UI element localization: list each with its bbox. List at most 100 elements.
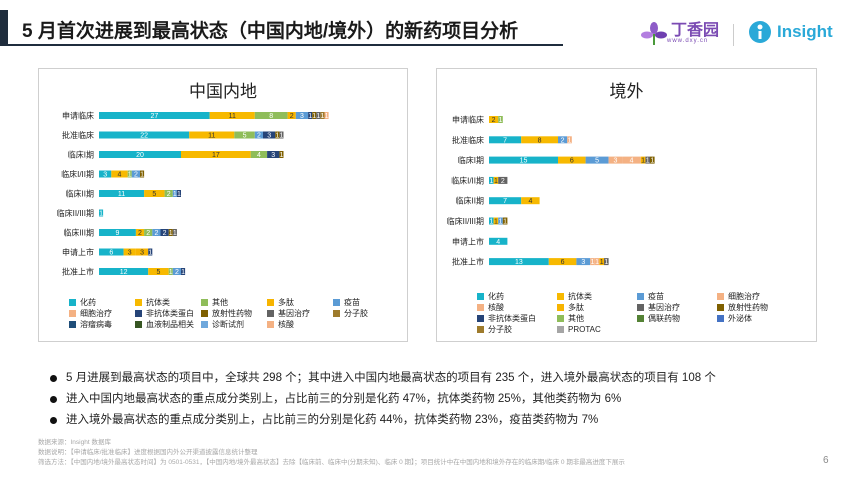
data-label: 11 <box>208 133 215 140</box>
data-label: 8 <box>269 113 273 120</box>
legend-swatch <box>557 326 564 333</box>
category-label: 临床II/III期 <box>447 216 484 226</box>
legend-swatch <box>477 304 484 311</box>
legend-label: 偶联药物 <box>648 313 680 323</box>
legend-label: 疫苗 <box>344 297 360 307</box>
legend-label: 多肽 <box>278 297 294 307</box>
data-label: 1 <box>177 191 181 198</box>
legend-swatch <box>333 310 340 317</box>
data-label: 4 <box>496 239 500 246</box>
legend-label: 放射性药物 <box>728 302 768 312</box>
data-label: 1 <box>128 172 132 179</box>
data-label: 4 <box>630 158 634 165</box>
data-label: 1 <box>591 259 595 266</box>
legend-swatch <box>333 299 340 306</box>
category-label: 批准临床 <box>452 135 484 145</box>
legend-swatch <box>201 310 208 317</box>
legend-swatch <box>557 315 564 322</box>
data-label: 3 <box>140 250 144 257</box>
data-label: 1 <box>503 219 507 226</box>
legend-swatch <box>135 299 142 306</box>
dxy-name: 丁香园 <box>671 24 719 38</box>
data-label: 1 <box>646 158 650 165</box>
legend-swatch <box>557 304 564 311</box>
category-label: 临床II期 <box>456 196 484 206</box>
data-label: 1 <box>600 259 604 266</box>
data-label: 2 <box>146 230 150 237</box>
data-label: 3 <box>267 133 271 140</box>
title-accent <box>0 10 8 44</box>
data-label: 1 <box>494 178 498 185</box>
data-label: 2 <box>163 230 167 237</box>
data-label: 2 <box>134 172 138 179</box>
data-label: 1 <box>641 158 645 165</box>
legend-swatch <box>637 315 644 322</box>
legend-swatch <box>557 293 564 300</box>
data-label: 3 <box>581 259 585 266</box>
data-label: 1 <box>173 230 177 237</box>
data-label: 5 <box>595 158 599 165</box>
legend-label: 放射性药物 <box>212 308 252 318</box>
data-label: 1 <box>279 133 283 140</box>
legend-swatch <box>717 304 724 311</box>
category-label: 申请临床 <box>62 111 94 121</box>
category-label: 申请上市 <box>62 247 94 257</box>
legend-swatch <box>477 293 484 300</box>
bullet-item: 进入中国内地最高状态的重点成分类别上，占比前三的分别是化药 47%，抗体类药物 … <box>50 389 716 410</box>
data-label: 2 <box>501 178 505 185</box>
legend-label: 抗体类 <box>146 297 170 307</box>
data-label: 1 <box>148 250 152 257</box>
legend-label: PROTAC <box>568 325 601 334</box>
china-panel: 中国内地 申请临床 27 11 8 2 3 1 1 1 1 1 批准临床 22 11 5 2 3 1 1 临床I期 20… <box>38 68 408 342</box>
page-title: 5 月首次进展到最高状态（中国内地/境外）的新药项目分析 <box>22 16 518 43</box>
legend-label: 核酸 <box>278 319 294 329</box>
legend-swatch <box>267 310 274 317</box>
data-label: 3 <box>300 113 304 120</box>
data-label: 1 <box>499 219 503 226</box>
data-label: 1 <box>568 137 572 144</box>
data-label: 7 <box>503 198 507 205</box>
summary-bullets: 5 月进展到最高状态的项目中，全球共 298 个；其中进入中国内地最高状态的项目… <box>50 368 716 431</box>
data-label: 2 <box>492 117 496 124</box>
category-label: 临床II期 <box>66 189 94 199</box>
data-label: 27 <box>150 113 158 120</box>
footnote-note: 数据说明：【申请临床/批准临床】进度根据国内外公开渠道披露信息统计整理 <box>38 446 258 456</box>
legend-label: 细胞治疗 <box>728 291 760 301</box>
category-label: 批准临床 <box>62 130 94 140</box>
legend-swatch <box>135 321 142 328</box>
dxy-flower-icon <box>641 22 667 46</box>
data-label: 3 <box>128 250 132 257</box>
legend-label: 抗体类 <box>568 291 592 301</box>
legend-label: 化药 <box>80 297 96 307</box>
category-label: 临床I期 <box>458 155 484 165</box>
legend-label: 分子胶 <box>344 308 368 318</box>
page-number: 6 <box>823 455 829 466</box>
insight-logo-icon <box>748 20 772 44</box>
category-label: 批准上市 <box>452 257 484 267</box>
data-label: 1 <box>489 178 493 185</box>
data-label: 1 <box>279 152 283 159</box>
category-label: 批准上市 <box>62 267 94 277</box>
legend-label: 细胞治疗 <box>80 308 112 318</box>
legend-label: 分子胶 <box>488 324 512 334</box>
category-label: 申请临床 <box>452 115 484 125</box>
overseas-panel: 境外 申请临床 2 1 批准临床 7 8 2 1 临床I期 15 6 5 3 4 1 1 1 临床I/II期 1 1 2… <box>436 68 817 342</box>
title-bar: 5 月首次进展到最高状态（中国内地/境外）的新药项目分析 <box>0 10 563 46</box>
data-label: 6 <box>570 158 574 165</box>
category-label: 临床I/II期 <box>451 175 484 185</box>
legend-label: 其他 <box>212 297 228 307</box>
data-label: 1 <box>169 269 173 276</box>
insight-logo: Insight <box>748 20 833 44</box>
data-label: 13 <box>515 259 523 266</box>
data-label: 1 <box>650 158 654 165</box>
data-label: 3 <box>614 158 618 165</box>
data-label: 4 <box>528 198 532 205</box>
legend-swatch <box>637 304 644 311</box>
legend-label: 诊断试剂 <box>212 319 244 329</box>
data-label: 2 <box>257 133 261 140</box>
data-label: 5 <box>156 269 160 276</box>
legend-swatch <box>637 293 644 300</box>
legend-swatch <box>69 321 76 328</box>
footnote-method: 筛选方法：【中国内地/境外最高状态时间】为 0501-0531，【中国内地/境外… <box>38 456 625 466</box>
data-label: 4 <box>118 172 122 179</box>
